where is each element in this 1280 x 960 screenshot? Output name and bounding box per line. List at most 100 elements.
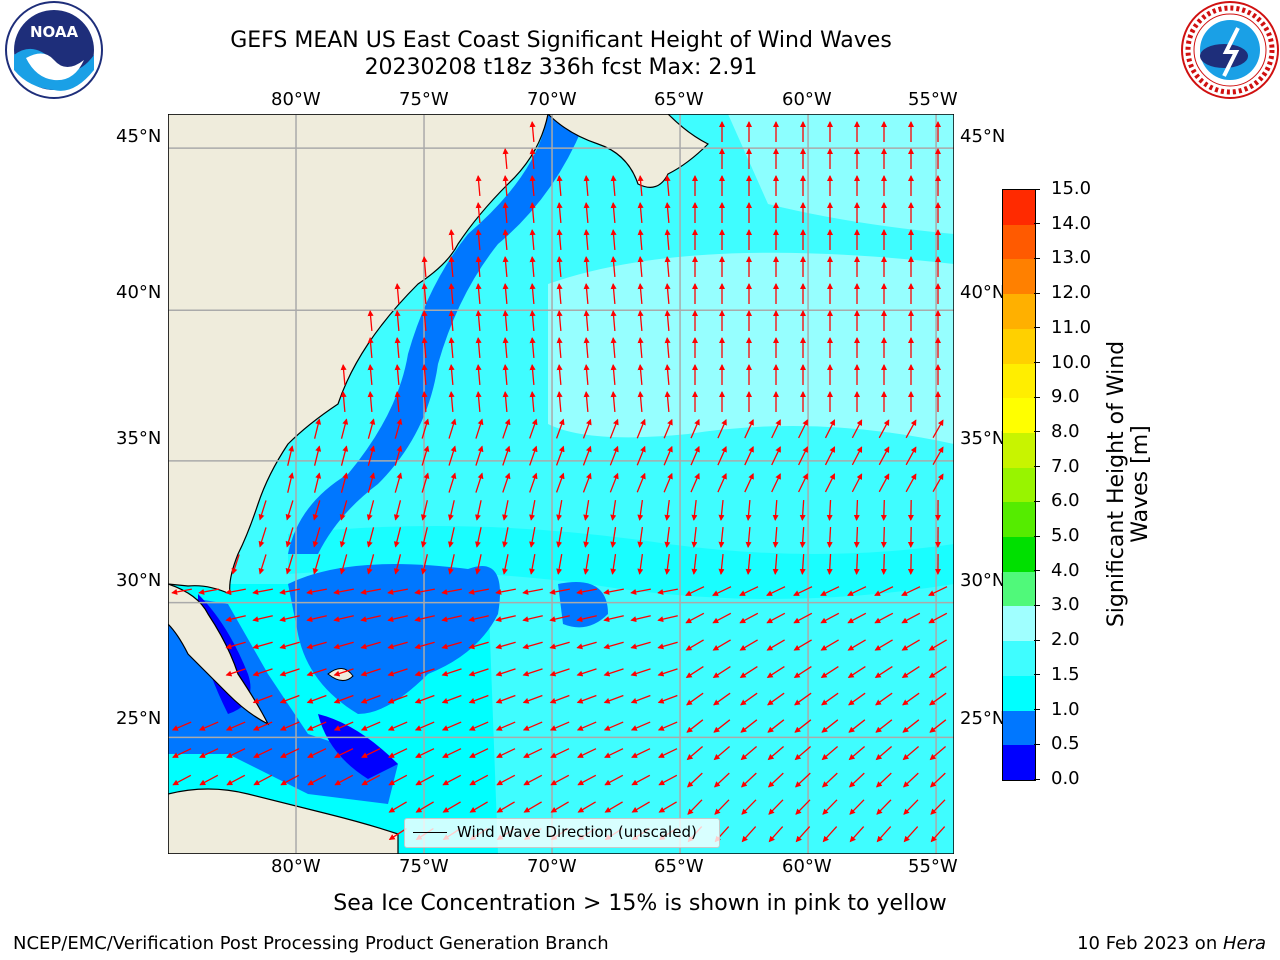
wave-direction-arrow	[475, 500, 482, 521]
wave-direction-arrow	[901, 586, 921, 596]
wave-direction-arrow	[502, 148, 509, 170]
wave-direction-arrow	[603, 615, 624, 623]
wave-direction-arrow	[902, 719, 920, 733]
wave-direction-arrow	[502, 391, 509, 413]
wave-direction-arrow	[657, 721, 678, 731]
lat-label-right-40n: 40°N	[960, 282, 1006, 303]
wave-direction-arrow	[285, 527, 294, 548]
wave-direction-arrow	[334, 748, 354, 758]
wave-direction-arrow	[287, 472, 295, 493]
wave-direction-arrow	[576, 721, 597, 731]
wave-direction-arrow	[306, 615, 327, 623]
wave-direction-arrow	[414, 721, 435, 731]
wave-direction-arrow	[502, 229, 509, 251]
colorbar-tick-mark	[1034, 431, 1040, 433]
wave-direction-arrow	[366, 527, 375, 548]
wave-direction-arrow	[340, 445, 349, 466]
wave-direction-arrow	[772, 499, 779, 521]
wave-direction-arrow	[766, 586, 786, 596]
wave-direction-arrow	[468, 668, 489, 677]
wave-direction-arrow	[475, 391, 482, 413]
wave-direction-arrow	[441, 615, 462, 623]
wave-direction-arrow	[225, 641, 246, 650]
colorbar-segment	[1003, 675, 1035, 711]
wave-direction-arrow	[794, 719, 812, 733]
wave-direction-arrow	[441, 588, 462, 595]
lon-label-top-80w: 80°W	[271, 89, 321, 110]
colorbar-tick-mark	[1034, 639, 1040, 641]
wave-direction-arrow	[583, 554, 590, 575]
wave-direction-arrow	[932, 419, 944, 439]
wave-direction-arrow	[172, 748, 192, 758]
colorbar-tick-label: 1.0	[1051, 698, 1080, 720]
wave-direction-arrow	[685, 612, 705, 624]
wave-direction-arrow	[367, 418, 376, 439]
wave-direction-arrow	[768, 799, 784, 815]
wave-direction-arrow	[610, 364, 617, 386]
wave-direction-arrow	[609, 418, 619, 439]
wave-direction-arrow	[745, 553, 752, 575]
wave-direction-arrow	[902, 745, 920, 761]
wave-direction-arrow	[475, 256, 482, 278]
wave-direction-arrow	[603, 641, 624, 650]
colorbar-segment	[1003, 398, 1035, 433]
wave-direction-arrow	[874, 586, 894, 596]
wave-direction-arrow	[448, 391, 455, 413]
wave-direction-arrow	[631, 748, 651, 758]
wave-direction-arrow	[741, 826, 757, 843]
lon-label-bottom-80w: 80°W	[271, 856, 321, 877]
wave-direction-arrow	[414, 641, 435, 650]
wave-direction-arrow	[798, 446, 808, 466]
colorbar-ticks: 0.0 0.5 1.0 1.5 2.0 3.0 4.0 5.0 6.0 7.0 8.0 9.0 10.0…	[1034, 179, 1114, 789]
wave-direction-arrow	[556, 391, 563, 413]
wave-direction-arrow	[556, 500, 563, 521]
wave-direction-arrow	[848, 745, 866, 761]
colorbar-tick-label: 14.0	[1051, 212, 1092, 234]
wave-direction-arrow	[664, 364, 671, 386]
wave-direction-arrow	[556, 256, 563, 278]
wave-direction-arrow	[576, 694, 597, 704]
wave-direction-arrow	[313, 418, 322, 439]
wave-direction-arrow	[745, 526, 752, 548]
wave-direction-arrow	[387, 694, 408, 704]
wave-direction-arrow	[928, 612, 948, 624]
wave-direction-arrow	[529, 554, 536, 575]
colorbar-tick-mark	[1034, 500, 1040, 502]
wave-direction-arrow	[231, 554, 240, 575]
colorbar-segment	[1003, 224, 1035, 260]
wave-direction-arrow	[718, 499, 725, 521]
wave-direction-arrow	[637, 391, 644, 413]
wave-direction-arrow	[664, 391, 671, 413]
wave-direction-arrow	[714, 799, 730, 815]
wave-direction-arrow	[793, 639, 812, 651]
wave-direction-arrow	[610, 500, 617, 521]
lat-label-left-40n: 40°N	[116, 282, 162, 303]
wave-direction-arrow	[502, 472, 511, 493]
wave-direction-arrow	[252, 641, 273, 650]
wave-direction-arrow	[475, 229, 482, 251]
wave-direction-arrow	[583, 500, 590, 521]
wave-direction-arrow	[361, 748, 381, 758]
wave-direction-arrow	[583, 337, 590, 359]
wave-direction-arrow	[690, 418, 700, 439]
wave-direction-arrow	[826, 499, 833, 521]
wave-direction-arrow	[442, 748, 462, 758]
wave-direction-arrow	[333, 588, 354, 595]
wave-direction-arrow	[502, 175, 509, 197]
wave-direction-arrow	[529, 418, 538, 439]
wave-direction-arrow	[853, 526, 860, 548]
wave-direction-arrow	[826, 526, 833, 548]
wave-direction-arrow	[529, 121, 536, 143]
wave-direction-arrow	[448, 256, 455, 278]
wave-direction-arrow	[664, 202, 671, 224]
wave-direction-arrow	[306, 694, 327, 704]
wave-direction-arrow	[603, 668, 624, 677]
wave-direction-arrow	[388, 748, 408, 758]
wave-direction-arrow	[610, 175, 617, 197]
wave-direction-arrow	[717, 472, 727, 493]
colorbar-tick-mark	[1034, 674, 1040, 676]
wave-direction-arrow	[447, 527, 455, 548]
wave-direction-arrow	[529, 364, 536, 386]
wave-direction-arrow	[718, 553, 725, 575]
wave-direction-arrow	[307, 748, 327, 758]
